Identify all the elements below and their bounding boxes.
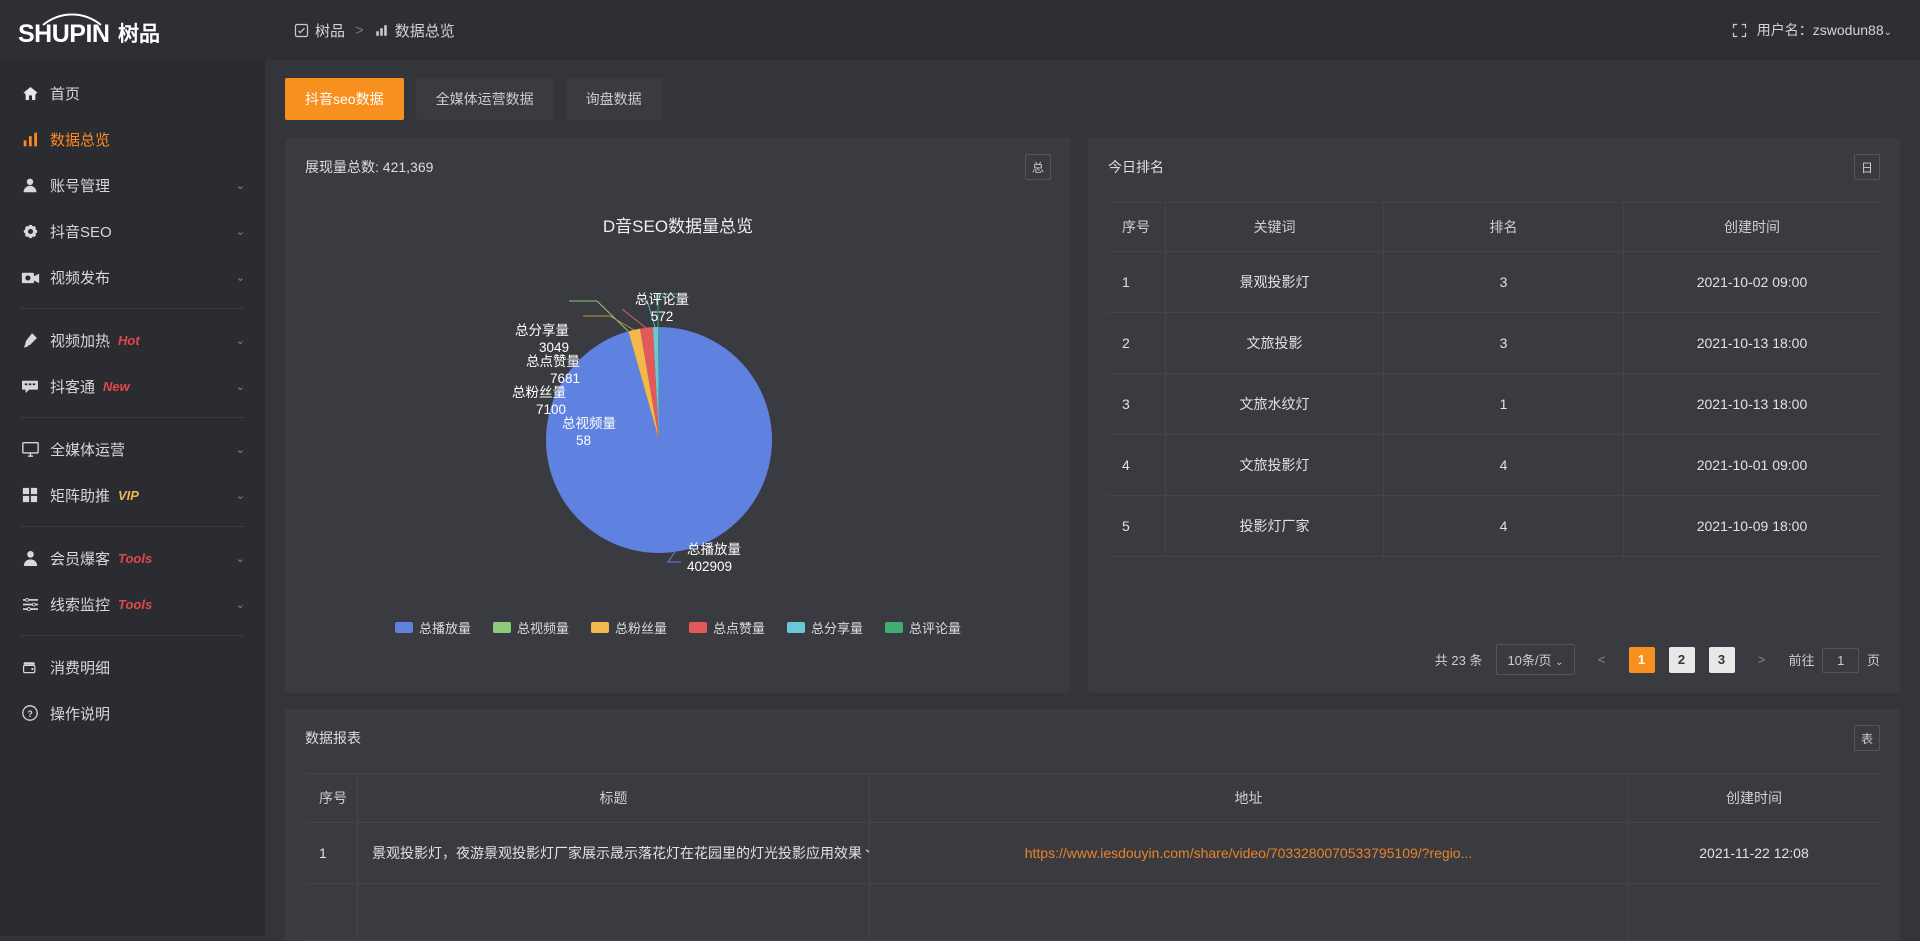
svg-text:总分享量: 总分享量	[515, 322, 569, 338]
svg-text:SHUPIN: SHUPIN	[18, 20, 109, 48]
svg-text:572: 572	[651, 309, 674, 324]
svg-text:7100: 7100	[536, 402, 566, 417]
svg-text:总播放量: 总播放量	[687, 542, 741, 557]
svg-text:树品: 树品	[118, 22, 160, 46]
svg-text:7681: 7681	[550, 371, 580, 386]
svg-text:402909: 402909	[687, 559, 732, 574]
svg-text:总粉丝量: 总粉丝量	[512, 385, 566, 400]
svg-text:总点赞量: 总点赞量	[526, 354, 580, 369]
svg-text:58: 58	[576, 433, 591, 448]
svg-text:3049: 3049	[539, 340, 569, 355]
svg-text:总评论量: 总评论量	[635, 292, 689, 307]
svg-text:?: ?	[27, 709, 32, 719]
svg-text:总视频量: 总视频量	[562, 416, 616, 431]
svg-text:D音SEO数据量总览: D音SEO数据量总览	[603, 217, 753, 236]
